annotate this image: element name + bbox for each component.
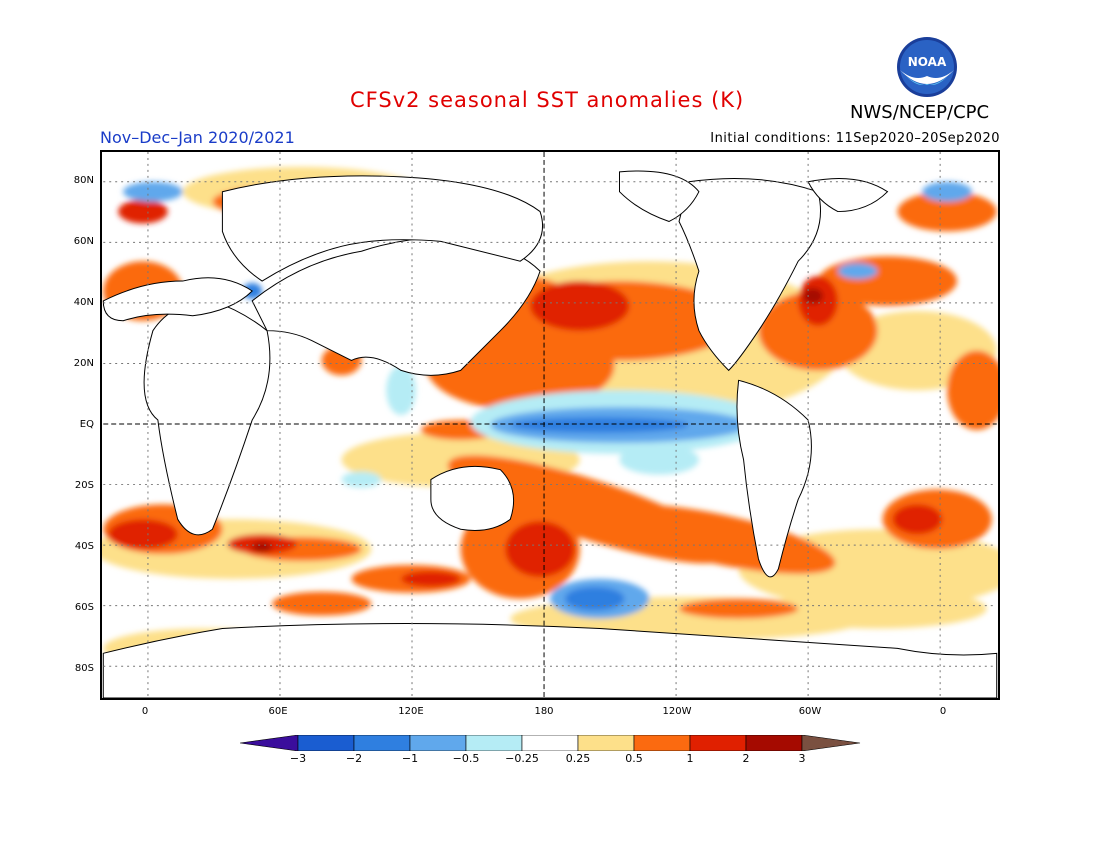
- color-bar: [240, 735, 861, 751]
- initial-conditions: Initial conditions: 11Sep2020–20Sep2020: [710, 131, 1000, 146]
- lat-label-eq: EQ: [79, 419, 94, 430]
- agency-label: NWS/NCEP/CPC: [850, 102, 990, 123]
- lat-label-60n: 60N: [73, 236, 94, 247]
- colorbar-swatch: [633, 735, 691, 751]
- colorbar-label-neg2: −2: [345, 752, 363, 765]
- lon-label-120e: 120E: [398, 706, 424, 717]
- forecast-period: Nov–Dec–Jan 2020/2021: [100, 128, 295, 147]
- colorbar-label-1: 1: [686, 752, 694, 765]
- reference-lines: [103, 152, 997, 698]
- svg-text:NOAA: NOAA: [908, 55, 947, 69]
- colorbar-swatch: [240, 735, 299, 751]
- colorbar-label-2: 2: [742, 752, 750, 765]
- graticule: [103, 152, 997, 698]
- colorbar-swatch: [577, 735, 635, 751]
- colorbar-swatch: [409, 735, 467, 751]
- colorbar-swatch: [353, 735, 411, 751]
- colorbar-swatch: [465, 735, 523, 751]
- lat-label-40s: 40S: [74, 541, 94, 552]
- colorbar-label-neg3: −3: [289, 752, 307, 765]
- colorbar-swatch: [801, 735, 861, 751]
- lat-label-80s: 80S: [74, 663, 94, 674]
- noaa-logo: NOAA: [897, 37, 957, 97]
- colorbar-label-neg1: −1: [401, 752, 419, 765]
- colorbar-swatch: [521, 735, 579, 751]
- lat-label-60s: 60S: [74, 602, 94, 613]
- colorbar-swatch: [689, 735, 747, 751]
- anomaly-field: [102, 166, 998, 669]
- lon-label-60e: 60E: [268, 706, 288, 717]
- colorbar-label-neg0-25: −0.25: [505, 752, 539, 765]
- lat-label-80n: 80N: [73, 175, 94, 186]
- lon-label-0-east: 0: [939, 706, 947, 717]
- lon-label-180: 180: [534, 706, 554, 717]
- land-masses: [102, 170, 998, 698]
- map-title: CFSv2 seasonal SST anomalies (K): [350, 88, 745, 112]
- colorbar-swatch: [297, 735, 355, 751]
- colorbar-label-0-5: 0.5: [625, 752, 643, 765]
- colorbar-label-neg0-5: −0.5: [452, 752, 480, 765]
- colorbar-label-0-25: 0.25: [565, 752, 591, 765]
- lat-label-20s: 20S: [74, 480, 94, 491]
- lon-label-120w: 120W: [662, 706, 692, 717]
- colorbar-swatch: [745, 735, 803, 751]
- sst-anomaly-map: [100, 150, 1000, 700]
- lat-label-40n: 40N: [73, 297, 94, 308]
- lon-label-60w: 60W: [798, 706, 822, 717]
- lon-label-0: 0: [141, 706, 149, 717]
- lat-label-20n: 20N: [73, 358, 94, 369]
- colorbar-label-3: 3: [798, 752, 806, 765]
